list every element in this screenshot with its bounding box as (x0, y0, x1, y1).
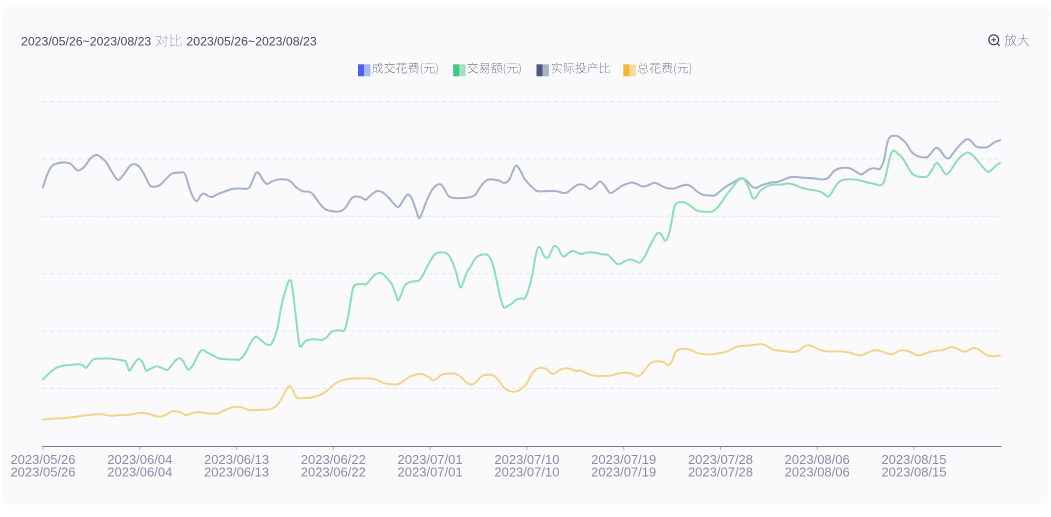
svg-text:2023/08/15: 2023/08/15 (881, 452, 946, 467)
svg-text:2023/07/19: 2023/07/19 (591, 452, 656, 467)
svg-text:2023/06/13: 2023/06/13 (204, 465, 269, 480)
svg-text:2023/06/04: 2023/06/04 (107, 452, 172, 467)
svg-text:2023/06/22: 2023/06/22 (301, 465, 366, 480)
svg-text:2023/07/10: 2023/07/10 (494, 465, 559, 480)
svg-text:2023/07/28: 2023/07/28 (688, 452, 753, 467)
svg-text:2023/07/28: 2023/07/28 (688, 465, 753, 480)
svg-text:2023/08/15: 2023/08/15 (881, 465, 946, 480)
svg-text:2023/05/26: 2023/05/26 (10, 465, 75, 480)
svg-text:2023/06/13: 2023/06/13 (204, 452, 269, 467)
svg-text:2023/06/22: 2023/06/22 (301, 452, 366, 467)
svg-text:2023/05/26: 2023/05/26 (10, 452, 75, 467)
svg-text:2023/08/06: 2023/08/06 (785, 452, 850, 467)
svg-text:2023/06/04: 2023/06/04 (107, 465, 172, 480)
svg-text:2023/07/01: 2023/07/01 (398, 465, 463, 480)
svg-text:2023/07/01: 2023/07/01 (398, 452, 463, 467)
svg-text:2023/07/10: 2023/07/10 (494, 452, 559, 467)
svg-text:2023/05/26~2023/08/23: 2023/05/26~2023/08/23 (186, 34, 316, 48)
svg-text:2023/07/19: 2023/07/19 (591, 465, 656, 480)
svg-text:2023/08/06: 2023/08/06 (785, 465, 850, 480)
svg-text:2023/05/26~2023/08/23: 2023/05/26~2023/08/23 (21, 34, 151, 48)
